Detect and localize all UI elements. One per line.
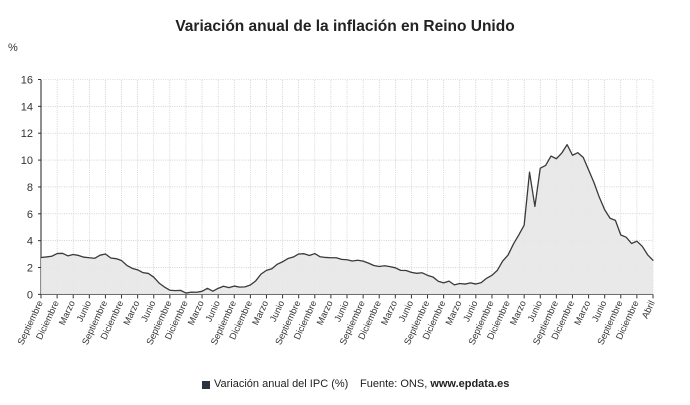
svg-text:0: 0: [27, 289, 33, 301]
svg-text:4: 4: [27, 236, 33, 248]
svg-text:14: 14: [21, 101, 33, 113]
svg-text:10: 10: [21, 155, 33, 167]
svg-text:6: 6: [27, 209, 33, 221]
svg-text:Abril: Abril: [640, 299, 657, 320]
svg-text:8: 8: [27, 182, 33, 194]
svg-text:12: 12: [21, 128, 33, 140]
svg-text:2: 2: [27, 263, 33, 275]
svg-text:16: 16: [21, 75, 33, 87]
